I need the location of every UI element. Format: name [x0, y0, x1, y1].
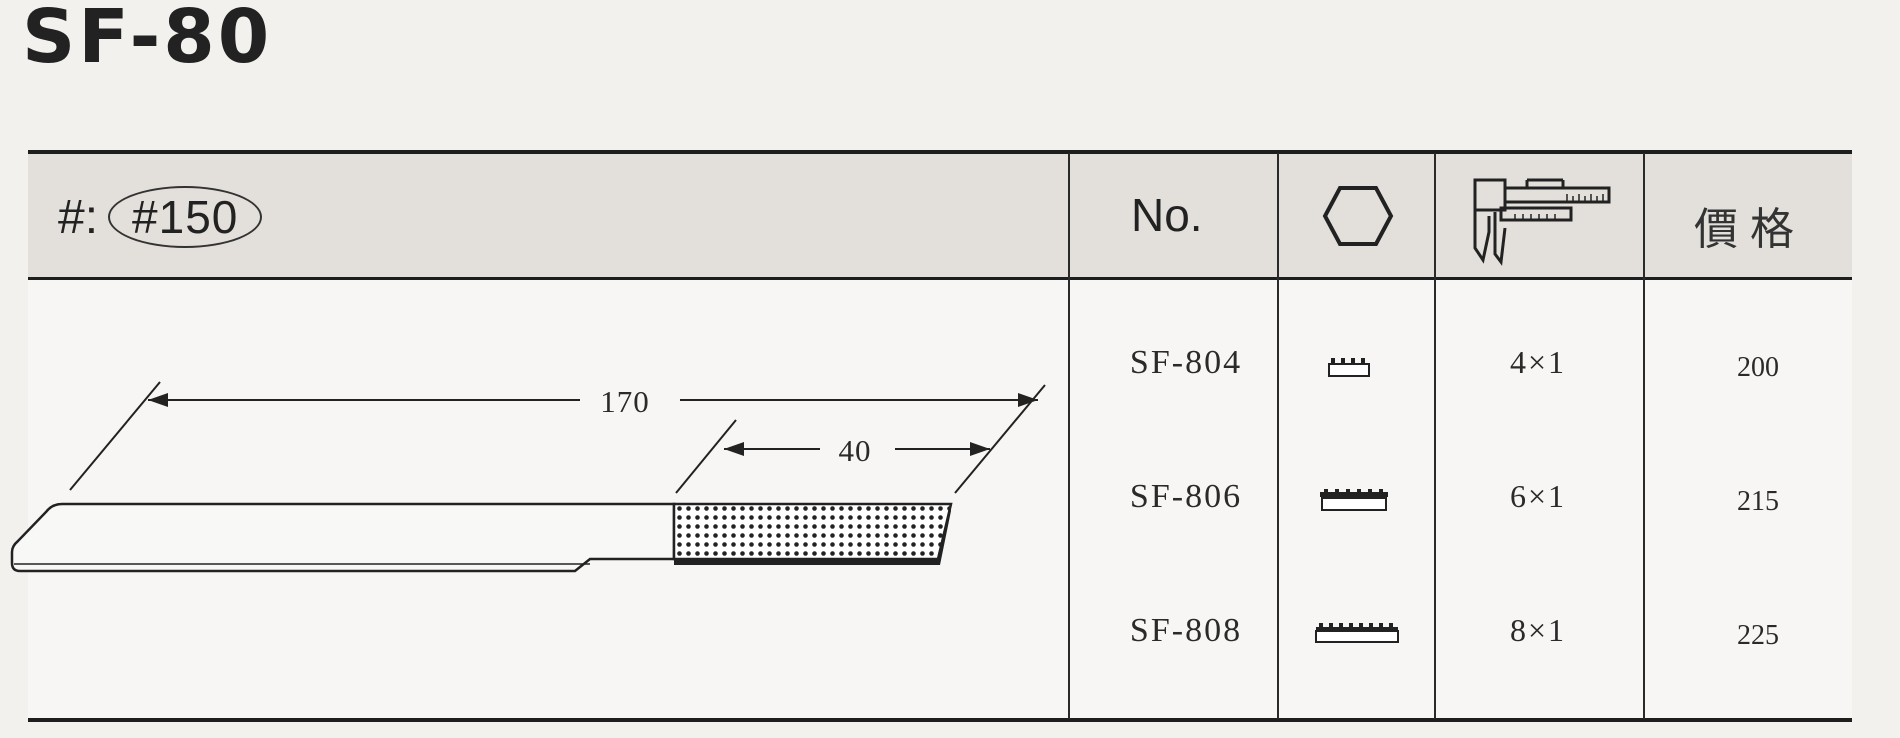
caliper-icon [1473, 178, 1611, 266]
column-header-price: 價格 [1694, 204, 1806, 255]
profile-4-icon [1328, 358, 1370, 377]
row-size: 4×1 [1509, 344, 1567, 380]
dimension-total-length: 170 [600, 384, 650, 419]
table-body [28, 280, 1852, 718]
table-header [28, 153, 1852, 278]
column-divider [1434, 153, 1436, 719]
grit-label: #: #150 [58, 186, 263, 248]
column-divider [1068, 153, 1070, 719]
header-rule [28, 277, 1852, 280]
grit-prefix: #: [58, 190, 99, 244]
row-model: SF-804 [1129, 344, 1243, 381]
page-title: SF-80 [22, 0, 273, 80]
row-model: SF-808 [1129, 612, 1243, 649]
row-size: 6×1 [1509, 478, 1567, 514]
row-model: SF-806 [1129, 478, 1243, 515]
dimension-coated-length: 40 [838, 433, 872, 468]
column-header-no: No. [1131, 189, 1203, 241]
bottom-rule [28, 718, 1852, 722]
row-size: 8×1 [1509, 612, 1567, 648]
grit-value: #150 [108, 186, 263, 248]
column-divider [1277, 153, 1279, 719]
profile-8-icon [1315, 623, 1399, 643]
top-rule [28, 150, 1852, 154]
file-dimension-drawing [10, 381, 1046, 573]
row-price: 215 [1737, 486, 1779, 517]
row-price: 225 [1737, 620, 1779, 651]
profile-6-icon [1320, 489, 1388, 511]
row-price: 200 [1737, 352, 1779, 383]
hexagon-icon [1322, 186, 1394, 246]
column-divider [1643, 153, 1645, 719]
